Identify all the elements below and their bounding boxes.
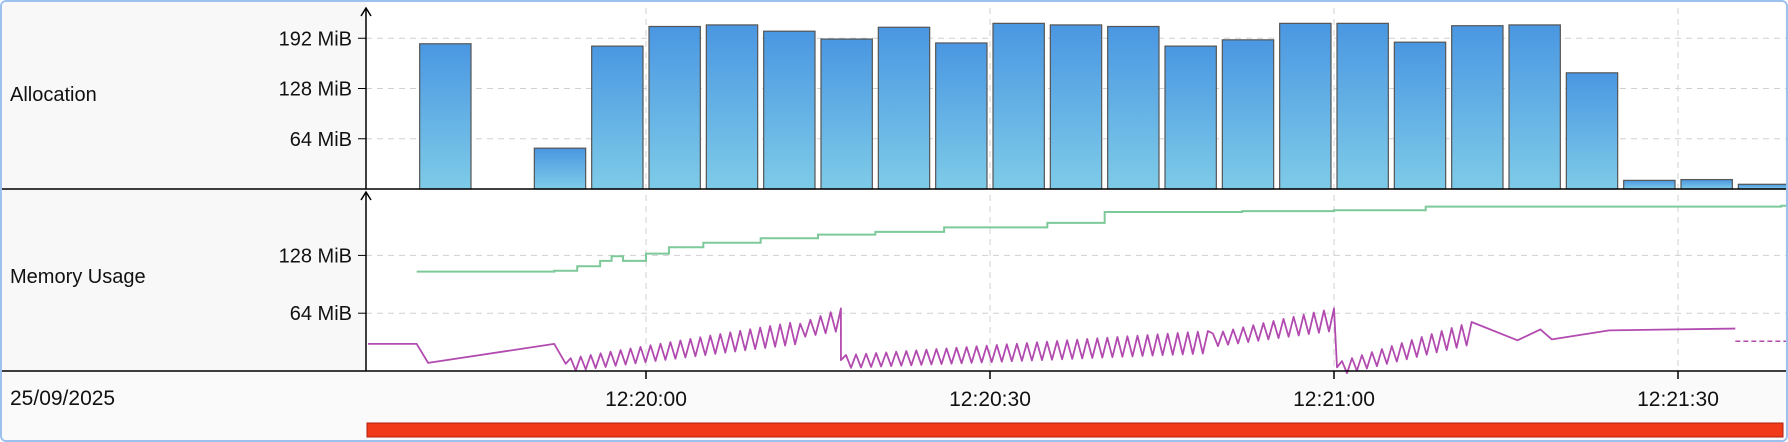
- x-tick-label: 12:20:30: [949, 388, 1031, 411]
- allocation-bar: [591, 45, 644, 190]
- allocation-bar: [1508, 24, 1561, 190]
- allocation-bar: [1680, 178, 1733, 190]
- allocation-bar: [1623, 179, 1676, 190]
- allocation-bar: [1451, 25, 1504, 190]
- allocation-bar: [935, 42, 988, 190]
- allocation-bar: [1049, 24, 1103, 190]
- allocation-bar: [1336, 22, 1389, 190]
- heap-used-line: [368, 307, 1736, 374]
- allocation-y-tick-label: 128 MiB: [279, 79, 352, 101]
- time-range-bar: [366, 422, 1784, 438]
- date-label: 25/09/2025: [10, 387, 116, 410]
- allocation-bar: [877, 26, 931, 190]
- memory-usage-row-label: Memory Usage: [10, 266, 146, 288]
- allocation-y-tick-label: 192 MiB: [279, 28, 352, 50]
- allocation-bar: [1279, 22, 1332, 190]
- x-tick-label: 12:20:00: [605, 388, 687, 411]
- allocation-bar: [1393, 41, 1447, 190]
- x-tick-label: 12:21:30: [1637, 388, 1719, 411]
- allocation-bar: [1565, 72, 1619, 190]
- allocation-y-tick-label: 64 MiB: [290, 129, 352, 151]
- allocation-bar: [763, 30, 816, 190]
- allocation-bar: [419, 43, 472, 190]
- x-tick-label: 12:21:00: [1293, 388, 1375, 411]
- allocation-bar: [1164, 45, 1217, 190]
- allocation-row-label: Allocation: [10, 84, 97, 106]
- allocation-bar: [992, 22, 1045, 190]
- memory-y-tick-label: 64 MiB: [290, 303, 352, 325]
- allocation-axis-arrow: [360, 6, 372, 17]
- allocation-bar: [533, 147, 587, 190]
- allocation-bar: [1107, 25, 1160, 190]
- label-column-bg: [2, 2, 366, 372]
- allocation-bar: [1221, 39, 1275, 190]
- heap-committed-line: [416, 204, 1786, 273]
- allocation-bar: [820, 38, 873, 190]
- allocation-bar: [648, 25, 701, 190]
- memory-axis-arrow: [360, 190, 372, 201]
- allocation-bar: [705, 24, 759, 190]
- memory-y-tick-label: 128 MiB: [279, 245, 352, 267]
